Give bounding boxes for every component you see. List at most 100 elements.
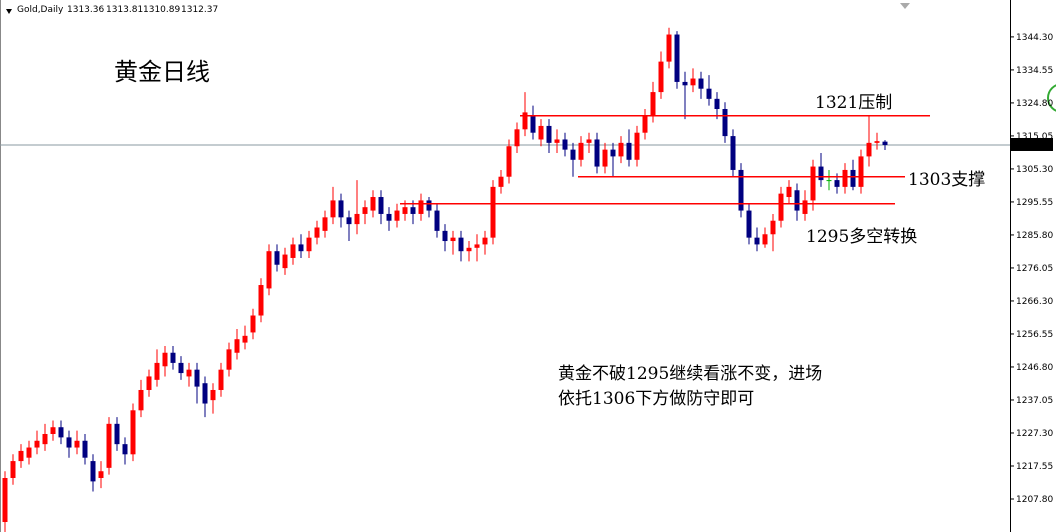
note: 依托1306下方做防守即可 bbox=[558, 389, 754, 409]
candle-body bbox=[98, 471, 104, 479]
candle-body bbox=[362, 207, 368, 214]
candle-body bbox=[554, 139, 560, 143]
ohlc-open: 1313.36 bbox=[67, 5, 104, 15]
chart-title: 黄金日线 bbox=[114, 58, 210, 86]
current-price-label: 1312.37 bbox=[1015, 141, 1052, 151]
candle-body bbox=[754, 237, 760, 245]
candle-body bbox=[114, 423, 120, 445]
candle-body bbox=[322, 217, 328, 231]
side-button bbox=[1047, 84, 1056, 112]
candle-body bbox=[330, 200, 336, 218]
candle-body bbox=[690, 78, 696, 86]
candle-body bbox=[194, 369, 200, 387]
candle-body bbox=[786, 186, 792, 198]
candle-body bbox=[450, 237, 456, 242]
candle-body bbox=[802, 200, 808, 214]
candle-body bbox=[746, 210, 752, 238]
candle-body bbox=[610, 149, 616, 157]
y-tick-label: 1266.30 bbox=[1016, 297, 1053, 307]
candle-body bbox=[154, 362, 160, 380]
y-tick-label: 1276.05 bbox=[1016, 264, 1053, 274]
candle-body bbox=[522, 112, 528, 130]
candle-body bbox=[274, 251, 280, 265]
candle-body bbox=[74, 440, 80, 448]
candle-body bbox=[474, 244, 480, 248]
candle-body bbox=[794, 190, 800, 211]
candle-body bbox=[50, 427, 56, 434]
y-tick-label: 1227.30 bbox=[1016, 429, 1053, 439]
ohlc-close: 1312.37 bbox=[181, 5, 218, 15]
candle-body bbox=[730, 136, 736, 170]
candle-body bbox=[282, 254, 288, 269]
candle-body bbox=[90, 461, 96, 482]
scroll-arrow bbox=[900, 3, 910, 9]
candle-body bbox=[178, 362, 184, 374]
candle-body bbox=[434, 210, 440, 231]
candle-body bbox=[162, 352, 168, 367]
candle-body bbox=[258, 285, 264, 316]
candle-body bbox=[874, 141, 880, 143]
candle-body bbox=[698, 78, 704, 89]
candle-body bbox=[410, 207, 416, 214]
candle-body bbox=[42, 433, 48, 445]
candle-body bbox=[834, 180, 840, 187]
candle-body bbox=[138, 389, 144, 411]
candle-body bbox=[418, 200, 424, 214]
candle-body bbox=[122, 444, 128, 455]
candle-body bbox=[18, 450, 24, 462]
y-tick-label: 1285.80 bbox=[1016, 231, 1053, 241]
candle-body bbox=[34, 440, 40, 448]
candle-body bbox=[338, 200, 344, 218]
candle-body bbox=[106, 423, 112, 468]
candle-body bbox=[242, 335, 248, 343]
candle-body bbox=[642, 115, 648, 133]
candle-body bbox=[26, 447, 32, 458]
candle-body bbox=[386, 213, 392, 221]
candle-body bbox=[626, 142, 632, 160]
candle-body bbox=[562, 139, 568, 150]
candle-body bbox=[514, 129, 520, 147]
candle-body bbox=[458, 237, 464, 252]
current-price-box bbox=[1011, 137, 1053, 151]
candle-body bbox=[858, 156, 864, 187]
candle-body bbox=[306, 237, 312, 252]
candle-body bbox=[442, 230, 448, 242]
y-tick-label: 1246.80 bbox=[1016, 363, 1053, 373]
candle-body bbox=[770, 220, 776, 235]
candle-body bbox=[186, 369, 192, 377]
candle-body bbox=[58, 427, 64, 438]
candle-body bbox=[538, 125, 544, 140]
candle-body bbox=[298, 244, 304, 252]
candle-body bbox=[210, 389, 216, 401]
menu-arrow bbox=[6, 9, 12, 14]
candle-body bbox=[594, 139, 600, 167]
y-tick-label: 1315.05 bbox=[1016, 132, 1053, 142]
candle-body bbox=[618, 142, 624, 157]
candle-body bbox=[682, 81, 688, 86]
candle-body bbox=[602, 149, 608, 167]
candle-body bbox=[250, 315, 256, 333]
candle-body bbox=[818, 166, 824, 181]
candle-body bbox=[850, 169, 856, 187]
candle-body bbox=[570, 149, 576, 160]
candle-body bbox=[402, 207, 408, 214]
candle-body bbox=[634, 132, 640, 160]
candle-body bbox=[882, 141, 888, 145]
y-tick-label: 1295.55 bbox=[1016, 198, 1053, 208]
y-tick-label: 1305.30 bbox=[1016, 165, 1053, 175]
candle-body bbox=[370, 197, 376, 211]
candle-body bbox=[2, 478, 8, 523]
candle-body bbox=[66, 437, 72, 448]
candle-body bbox=[378, 197, 384, 214]
candle-body bbox=[482, 237, 488, 245]
candle-body bbox=[490, 186, 496, 238]
y-tick-label: 1237.05 bbox=[1016, 396, 1053, 406]
candle-body bbox=[266, 251, 272, 289]
candle-body bbox=[738, 169, 744, 211]
candle-body bbox=[650, 92, 656, 116]
candle-body bbox=[290, 244, 296, 258]
level-label: 1321压制 bbox=[815, 93, 892, 113]
candle-body bbox=[666, 34, 672, 62]
candle-body bbox=[82, 440, 88, 458]
